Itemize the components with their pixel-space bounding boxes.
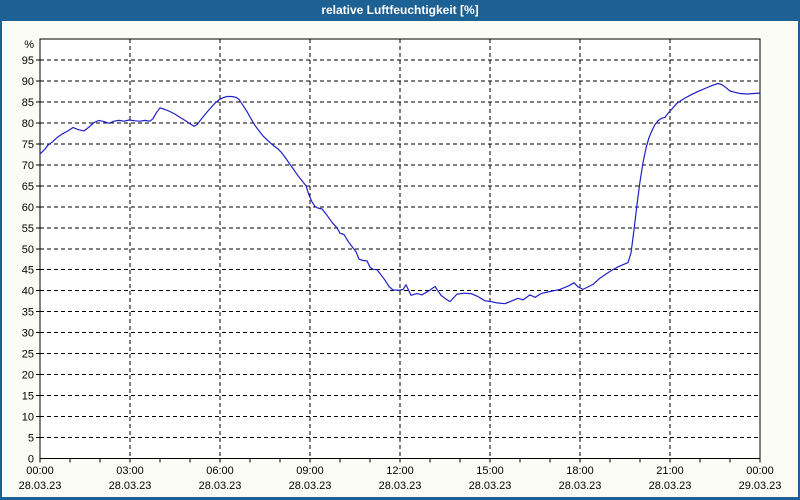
y-tick-label: 50 — [22, 244, 34, 256]
y-tick-label: 75 — [22, 139, 34, 151]
x-tick-date-label: 28.03.23 — [109, 480, 152, 492]
y-tick-label: 15 — [22, 391, 34, 403]
x-tick-time-label: 03:00 — [116, 465, 144, 477]
x-tick-date-label: 28.03.23 — [649, 480, 692, 492]
y-tick-label: 95 — [22, 55, 34, 67]
humidity-line-chart: 5101520253035404550556065707580859095%00… — [2, 21, 798, 497]
x-tick-time-label: 12:00 — [386, 465, 414, 477]
y-tick-label: 40 — [22, 286, 34, 298]
y-tick-label: 30 — [22, 328, 34, 340]
y-tick-label: 35 — [22, 307, 34, 319]
x-tick-date-label: 28.03.23 — [289, 480, 332, 492]
y-tick-label: 20 — [22, 370, 34, 382]
y-tick-label: 80 — [22, 118, 34, 130]
window-title: relative Luftfeuchtigkeit [%] — [321, 3, 479, 17]
x-tick-time-label: 00:00 — [26, 465, 54, 477]
y-tick-label: 90 — [22, 76, 34, 88]
y-tick-label: 65 — [22, 181, 34, 193]
x-tick-time-label: 06:00 — [206, 465, 234, 477]
y-tick-label-zero: 0 — [28, 454, 34, 466]
y-tick-label: 10 — [22, 412, 34, 424]
y-axis-unit-label: % — [24, 39, 34, 51]
x-tick-time-label: 00:00 — [746, 465, 774, 477]
window-titlebar[interactable]: relative Luftfeuchtigkeit [%] — [0, 0, 800, 21]
humidity-series-line — [39, 82, 761, 305]
x-tick-time-label: 15:00 — [476, 465, 504, 477]
y-tick-label: 55 — [22, 223, 34, 235]
x-tick-date-label: 28.03.23 — [559, 480, 602, 492]
y-tick-label: 60 — [22, 202, 34, 214]
x-tick-date-label: 28.03.23 — [19, 480, 62, 492]
x-tick-date-label: 28.03.23 — [469, 480, 512, 492]
x-tick-time-label: 21:00 — [656, 465, 684, 477]
x-tick-date-label: 28.03.23 — [199, 480, 242, 492]
plot-frame — [39, 38, 761, 459]
y-tick-label: 45 — [22, 265, 34, 277]
chart-content-area: 5 10 15 20 25 30 35 40 45 50 55 60 65 70 75 80 85 90 95% 0 0… — [2, 21, 798, 497]
y-tick-label: 70 — [22, 160, 34, 172]
x-tick-time-label: 09:00 — [296, 465, 324, 477]
y-tick-label: 25 — [22, 349, 34, 361]
x-tick-date-label: 28.03.23 — [379, 480, 422, 492]
y-tick-label: 5 — [28, 433, 34, 445]
x-tick-date-label: 29.03.23 — [739, 480, 782, 492]
x-tick-time-label: 18:00 — [566, 465, 594, 477]
y-tick-label: 85 — [22, 97, 34, 109]
